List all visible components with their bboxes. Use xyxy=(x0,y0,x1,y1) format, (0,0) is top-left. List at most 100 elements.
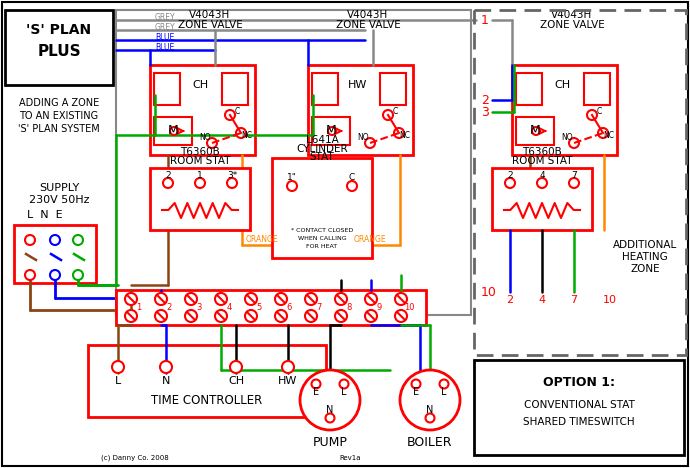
Text: 7: 7 xyxy=(571,171,577,181)
Text: 3*: 3* xyxy=(227,171,237,181)
Text: N: N xyxy=(162,376,170,386)
Circle shape xyxy=(426,414,435,423)
Bar xyxy=(308,65,413,155)
Circle shape xyxy=(227,178,237,188)
Text: 2: 2 xyxy=(481,94,489,107)
Text: PUMP: PUMP xyxy=(313,436,348,448)
Bar xyxy=(5,10,113,85)
Bar xyxy=(116,10,471,315)
Bar xyxy=(116,290,426,325)
Circle shape xyxy=(328,127,336,135)
Circle shape xyxy=(73,270,83,280)
Bar xyxy=(150,168,250,230)
Bar xyxy=(492,168,592,230)
Text: L  N  E: L N E xyxy=(27,210,63,220)
Text: NO: NO xyxy=(199,132,211,141)
Circle shape xyxy=(411,380,420,388)
Text: T6360B: T6360B xyxy=(180,147,220,157)
Text: ORANGE: ORANGE xyxy=(354,235,386,244)
Text: C: C xyxy=(393,108,397,117)
Circle shape xyxy=(335,293,347,305)
Circle shape xyxy=(215,310,227,322)
Circle shape xyxy=(125,293,137,305)
Text: HEATING: HEATING xyxy=(622,252,668,262)
Bar xyxy=(222,73,248,105)
Text: ADDING A ZONE: ADDING A ZONE xyxy=(19,98,99,108)
Text: NC: NC xyxy=(604,131,615,139)
Text: BLUE: BLUE xyxy=(155,32,175,42)
Text: 4: 4 xyxy=(538,295,546,305)
Text: NO: NO xyxy=(357,132,369,141)
Text: L: L xyxy=(441,387,446,397)
Text: 8: 8 xyxy=(346,302,352,312)
Bar xyxy=(88,345,326,417)
Circle shape xyxy=(275,310,287,322)
Text: WHEN CALLING: WHEN CALLING xyxy=(297,235,346,241)
Text: 9: 9 xyxy=(376,302,382,312)
Circle shape xyxy=(195,178,205,188)
Circle shape xyxy=(73,235,83,245)
Text: E: E xyxy=(313,387,319,397)
Circle shape xyxy=(569,138,579,148)
Bar xyxy=(14,225,96,283)
Circle shape xyxy=(598,128,608,138)
Text: C: C xyxy=(235,108,239,117)
Text: HW: HW xyxy=(278,376,297,386)
Text: V4043H: V4043H xyxy=(347,10,388,20)
Circle shape xyxy=(275,293,287,305)
Circle shape xyxy=(440,380,449,388)
Text: M: M xyxy=(530,124,540,138)
Text: 10: 10 xyxy=(404,302,414,312)
Circle shape xyxy=(505,178,515,188)
Text: 10: 10 xyxy=(603,295,617,305)
Text: 1: 1 xyxy=(197,171,203,181)
Text: 3: 3 xyxy=(481,105,489,118)
Text: N: N xyxy=(326,405,334,415)
Circle shape xyxy=(347,181,357,191)
Circle shape xyxy=(215,293,227,305)
Text: CH: CH xyxy=(228,376,244,386)
Text: N: N xyxy=(426,405,434,415)
Bar xyxy=(474,360,684,455)
Bar xyxy=(512,65,617,155)
Text: SHARED TIMESWITCH: SHARED TIMESWITCH xyxy=(523,417,635,427)
Text: NC: NC xyxy=(400,131,411,139)
Circle shape xyxy=(25,235,35,245)
Bar xyxy=(516,117,554,145)
Bar xyxy=(474,10,686,355)
Circle shape xyxy=(287,181,297,191)
Text: GREY: GREY xyxy=(155,22,176,31)
Text: 230V 50Hz: 230V 50Hz xyxy=(29,195,89,205)
Circle shape xyxy=(326,414,335,423)
Text: 4: 4 xyxy=(539,171,545,181)
Text: 2: 2 xyxy=(165,171,171,181)
Bar xyxy=(150,65,255,155)
Text: T6360B: T6360B xyxy=(522,147,562,157)
Circle shape xyxy=(400,370,460,430)
Bar xyxy=(272,158,372,258)
Circle shape xyxy=(339,380,348,388)
Text: 7: 7 xyxy=(571,295,578,305)
Text: L641A: L641A xyxy=(306,135,338,145)
Text: ROOM STAT: ROOM STAT xyxy=(512,156,572,166)
Circle shape xyxy=(537,178,547,188)
Text: ZONE VALVE: ZONE VALVE xyxy=(335,20,400,30)
Bar xyxy=(312,117,350,145)
Circle shape xyxy=(311,380,320,388)
Circle shape xyxy=(236,128,246,138)
Text: GREY: GREY xyxy=(155,13,176,22)
Text: 'S' PLAN: 'S' PLAN xyxy=(26,23,92,37)
Bar xyxy=(312,73,338,105)
Circle shape xyxy=(225,110,235,120)
Circle shape xyxy=(155,293,167,305)
Text: Rev1a: Rev1a xyxy=(339,455,361,461)
Circle shape xyxy=(160,361,172,373)
Bar xyxy=(154,117,192,145)
Text: ORANGE: ORANGE xyxy=(246,235,278,244)
Text: ZONE: ZONE xyxy=(630,264,660,274)
Text: ADDITIONAL: ADDITIONAL xyxy=(613,240,677,250)
Text: 2: 2 xyxy=(166,302,172,312)
Text: M: M xyxy=(326,124,337,138)
Circle shape xyxy=(365,293,377,305)
Text: CONVENTIONAL STAT: CONVENTIONAL STAT xyxy=(524,400,634,410)
